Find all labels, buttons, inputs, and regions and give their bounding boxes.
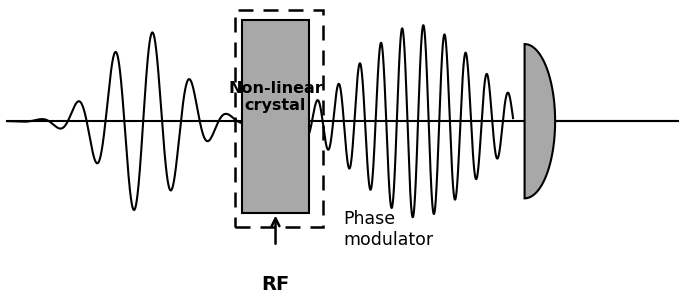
Polygon shape [524, 44, 555, 198]
Text: Non-linear
crystal: Non-linear crystal [228, 81, 323, 113]
Bar [235, 10, 323, 227]
Text: Phase
modulator: Phase modulator [343, 210, 434, 249]
Text: RF: RF [261, 275, 290, 293]
Bar [241, 20, 309, 213]
